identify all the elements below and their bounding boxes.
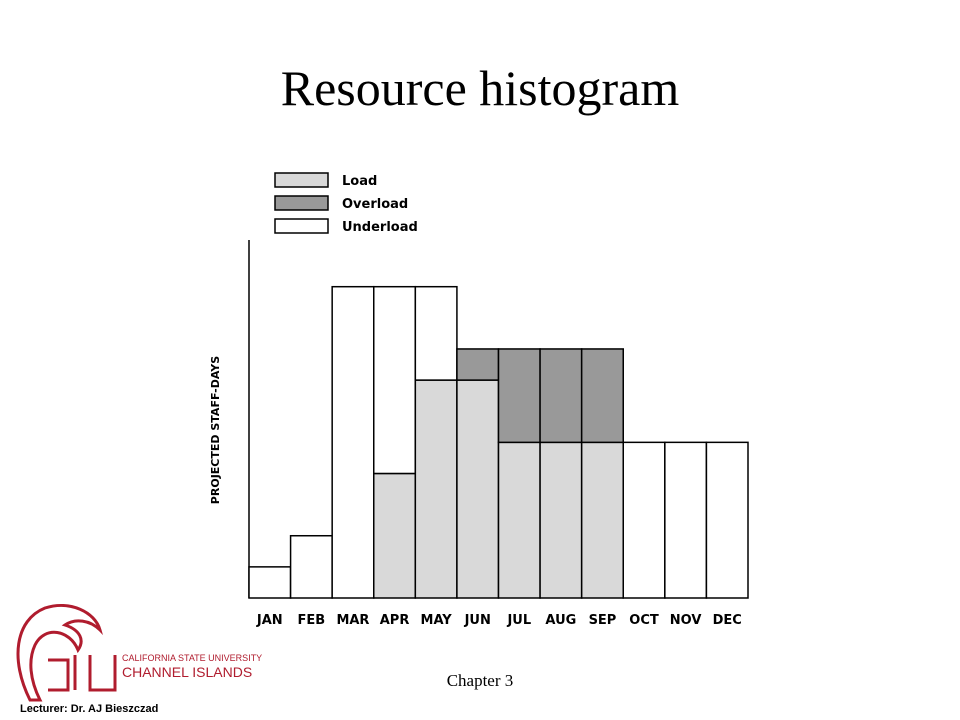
bar-segment xyxy=(705,441,749,599)
legend-swatch xyxy=(274,218,329,234)
bar-segment xyxy=(497,441,541,599)
lecturer: Lecturer: Dr. AJ Bieszczad xyxy=(20,703,158,715)
bar-segment xyxy=(414,285,458,381)
legend-label: Overload xyxy=(342,197,408,212)
legend-swatch xyxy=(274,172,329,188)
y-axis-label: PROJECTED STAFF-DAYS xyxy=(209,356,222,504)
chapter: Chapter 3 xyxy=(447,671,514,690)
x-tick-label: FEB xyxy=(298,613,326,628)
bar-segment xyxy=(580,348,625,444)
x-tick-label: OCT xyxy=(629,613,659,628)
bar-segment xyxy=(664,441,708,599)
bar-segment xyxy=(456,348,500,381)
legend-label: Load xyxy=(342,174,377,189)
x-tick-label: JUL xyxy=(506,613,531,628)
bar-segment xyxy=(580,441,625,599)
bar-segment xyxy=(289,534,333,599)
x-tick-label: NOV xyxy=(670,613,702,628)
bar-segment xyxy=(456,379,500,599)
logo-dolphin xyxy=(16,603,103,702)
bar-segment xyxy=(539,348,583,444)
x-tick-label: MAY xyxy=(421,613,453,628)
legend-swatch xyxy=(274,195,329,211)
x-tick-label: APR xyxy=(380,613,410,628)
x-tick-label: SEP xyxy=(589,613,617,628)
x-tick-label: MAR xyxy=(336,613,369,628)
bar-segment xyxy=(373,285,417,475)
logo-text: CHANNEL ISLANDS xyxy=(122,664,252,680)
logo-text: CALIFORNIA STATE UNIVERSITY xyxy=(122,653,262,663)
bar-segment xyxy=(539,441,583,599)
legend-label: Underload xyxy=(342,220,418,235)
x-tick-label: DEC xyxy=(713,613,742,628)
bar-segment xyxy=(248,566,292,599)
x-tick-label: JAN xyxy=(256,613,283,628)
bar-segment xyxy=(373,472,417,599)
slide-title: Resource histogram xyxy=(281,60,680,116)
logo-monogram xyxy=(48,655,117,692)
bar-segment xyxy=(331,285,375,599)
bar-segment xyxy=(622,441,666,599)
x-tick-label: JUN xyxy=(464,613,491,628)
logo: CALIFORNIA STATE UNIVERSITY CHANNEL ISLA… xyxy=(16,603,262,702)
bar-segment xyxy=(414,379,458,599)
x-tick-label: AUG xyxy=(545,613,576,628)
bar-segment xyxy=(497,348,541,444)
